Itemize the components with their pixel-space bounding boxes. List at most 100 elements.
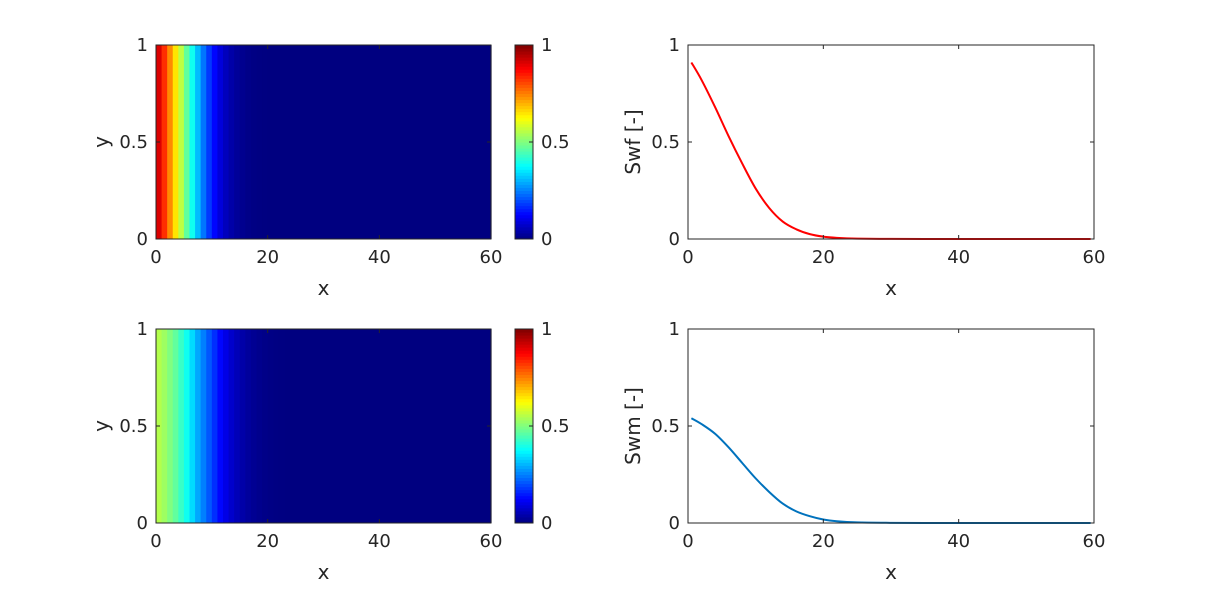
top-left-colorbar-swatch	[515, 99, 533, 104]
top-right-xtick-label: 60	[1083, 247, 1106, 268]
top-left-heatmap-cell	[412, 45, 420, 239]
bottom-left-ytick-label: 0.5	[119, 416, 148, 437]
top-left-heatmap-cell	[306, 45, 313, 239]
bottom-left-heatmap-cell	[474, 329, 481, 523]
top-left-ytick-label: 0	[137, 229, 148, 250]
bottom-left-colorbar-swatch	[515, 329, 533, 333]
top-left-colorbar-swatch	[515, 214, 533, 219]
bottom-left-colorbar-swatch	[515, 501, 533, 506]
top-right-xtick-label: 20	[812, 247, 835, 268]
top-left-colorbar-swatch	[515, 229, 533, 234]
top-right-xtick-label: 40	[947, 247, 970, 268]
bottom-left-colorbar-tick-label: 1	[541, 319, 552, 340]
top-right-plot-area	[688, 45, 1094, 239]
top-left-colorbar-swatch	[515, 151, 533, 155]
top-left-heatmap-cell	[418, 45, 425, 239]
top-left-heatmap-cell	[278, 45, 286, 239]
top-left-heatmap-cell	[223, 45, 230, 239]
bottom-left-heatmap-cell	[183, 329, 191, 523]
bottom-left-colorbar-swatch	[515, 392, 533, 397]
bottom-left-colorbar-swatch	[515, 519, 533, 524]
top-left-heatmap-cell	[273, 45, 280, 239]
top-left-colorbar-swatch	[515, 135, 533, 140]
bottom-left-heatmap-cell	[323, 329, 330, 523]
top-left-colorbar-swatch	[515, 157, 533, 161]
top-left-colorbar-swatch	[515, 190, 533, 195]
bottom-left-heatmap-cell	[463, 329, 470, 523]
bottom-left-heatmap-cell	[446, 329, 453, 523]
bottom-left-colorbar-swatch	[515, 395, 533, 400]
bottom-left-heatmap-cell	[239, 329, 246, 523]
top-left-colorbar-swatch	[515, 235, 533, 240]
bottom-left-xtick-label: 0	[150, 531, 161, 552]
top-left-colorbar-swatch	[515, 175, 533, 179]
bottom-right-ytick-label: 0	[669, 513, 680, 534]
top-right-ytick-label: 0.5	[651, 132, 680, 153]
bottom-left-colorbar-swatch	[515, 456, 533, 460]
top-left-heatmap-cell	[424, 45, 431, 239]
top-left-colorbar-swatch	[515, 72, 533, 76]
bottom-left-colorbar-swatch	[515, 422, 533, 427]
bottom-left-colorbar: 00.51	[514, 319, 570, 534]
bottom-left-heatmap-cell	[161, 329, 168, 523]
top-left-colorbar-swatch	[515, 105, 533, 110]
bottom-left-colorbar-swatch	[515, 416, 533, 421]
bottom-left-heatmap-cell	[206, 329, 213, 523]
bottom-left-heatmap-cell	[290, 329, 297, 523]
top-left-colorbar-swatch	[515, 78, 533, 82]
bottom-left-colorbar-swatch	[515, 344, 533, 348]
top-left-heatmap-cell	[351, 45, 358, 239]
bottom-left-heatmap-cell	[345, 329, 353, 523]
top-left-heatmap-cell	[368, 45, 375, 239]
bottom-left-colorbar-swatch	[515, 429, 533, 433]
bottom-left-heatmap-cell	[384, 329, 392, 523]
bottom-right-xlabel: x	[885, 560, 897, 584]
top-left-heatmap-cell	[267, 45, 274, 239]
top-left-colorbar-swatch	[515, 132, 533, 137]
top-left-colorbar-swatch	[515, 145, 533, 149]
bottom-left-heatmap-cell	[334, 329, 341, 523]
bottom-left-colorbar-swatch	[515, 486, 533, 491]
top-left-heatmap-cell	[312, 45, 319, 239]
bottom-left-colorbar-swatch	[515, 398, 533, 403]
top-left-colorbar-swatch	[515, 114, 533, 119]
top-left-heatmap-cell	[407, 45, 414, 239]
bottom-left-colorbar-swatch	[515, 510, 533, 515]
top-left-colorbar-swatch	[515, 126, 533, 131]
top-left-colorbar: 00.51	[514, 35, 570, 250]
top-left-colorbar-swatch	[515, 81, 533, 85]
bottom-left-colorbar-swatch	[515, 489, 533, 494]
bottom-left-heatmap-cell	[278, 329, 286, 523]
top-left-colorbar-swatch	[515, 148, 533, 152]
top-left-heatmap-cell	[217, 45, 224, 239]
bottom-left-colorbar-swatch	[515, 468, 533, 472]
top-left-colorbar-swatch	[515, 93, 533, 98]
top-left-colorbar-tick-label: 0	[541, 229, 552, 250]
top-left-colorbar-swatch	[515, 220, 533, 225]
bottom-left-heatmap-cell	[306, 329, 313, 523]
bottom-right-xtick-label: 20	[812, 531, 835, 552]
bottom-left-colorbar-swatch	[515, 350, 533, 354]
top-left-colorbar-swatch	[515, 60, 533, 64]
top-left-heatmap-cell	[290, 45, 297, 239]
top-left-colorbar-swatch	[515, 226, 533, 231]
bottom-left-heatmap-cell	[418, 329, 425, 523]
bottom-left-heatmap-cell	[373, 329, 380, 523]
bottom-right-xtick-label: 40	[947, 531, 970, 552]
top-left-heatmap-cell	[451, 45, 459, 239]
bottom-left-heatmap-cell	[211, 329, 219, 523]
bottom-left-colorbar-swatch	[515, 353, 533, 357]
bottom-left-colorbar-swatch	[515, 410, 533, 415]
top-left-colorbar-swatch	[515, 108, 533, 113]
bottom-left-colorbar-swatch	[515, 371, 533, 375]
bottom-left-xlabel: x	[318, 560, 330, 584]
top-left-heatmap-cell	[457, 45, 464, 239]
top-left-heatmap-cell	[262, 45, 269, 239]
bottom-left-heatmap-cell	[451, 329, 459, 523]
bottom-left-heatmap-cell	[172, 329, 179, 523]
top-left-colorbar-swatch	[515, 232, 533, 237]
bottom-left-heatmap-cell	[200, 329, 207, 523]
bottom-left-colorbar-swatch	[515, 341, 533, 345]
bottom-left-colorbar-swatch	[515, 365, 533, 369]
bottom-left-heatmap-cell	[440, 329, 447, 523]
